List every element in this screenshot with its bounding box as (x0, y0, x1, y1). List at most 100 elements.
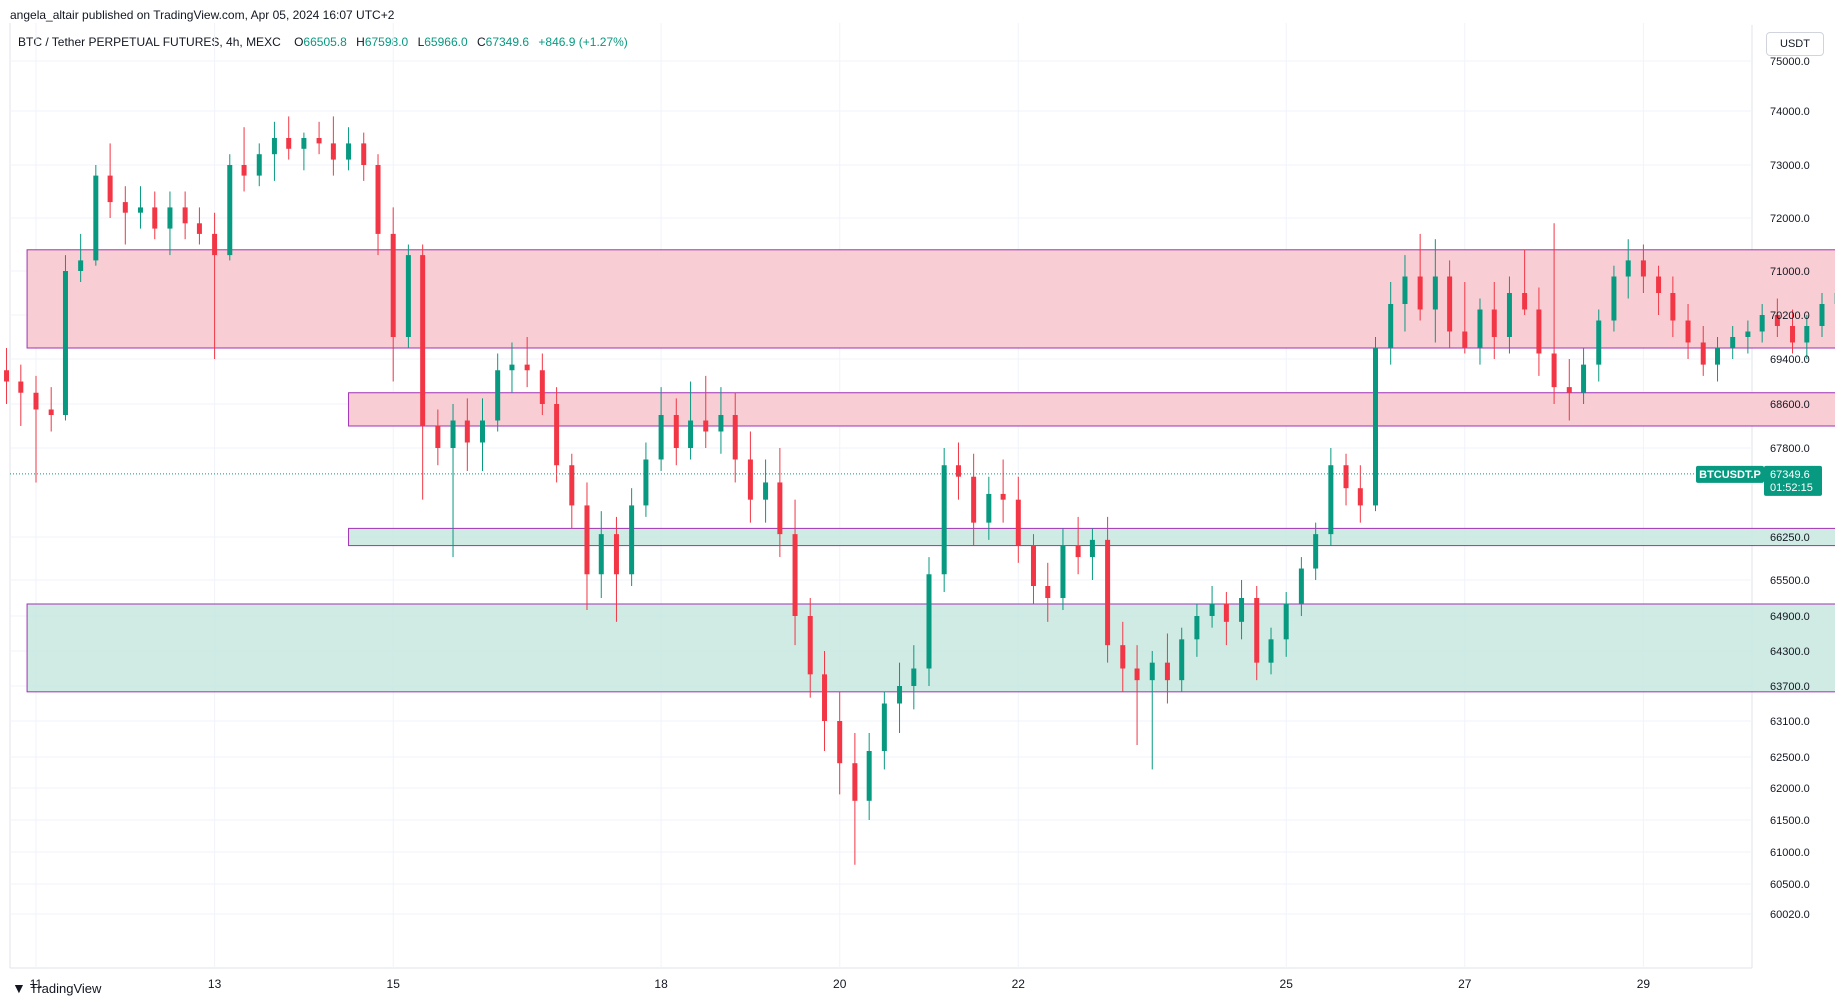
candle-body (1015, 499, 1021, 546)
candle-body (911, 668, 917, 686)
candle-body (792, 534, 798, 616)
x-tick-label: 22 (1012, 977, 1026, 991)
candle-body (1030, 545, 1036, 586)
publisher-caption: angela_altair published on TradingView.c… (10, 8, 395, 22)
candle-body (509, 364, 515, 371)
y-tick-label: 60020.0 (1770, 909, 1810, 921)
candle-body (629, 505, 635, 575)
legend-high: 67598.0 (364, 35, 409, 49)
candle-body (732, 415, 738, 460)
candle-body (1268, 639, 1274, 663)
candle-body (569, 465, 575, 506)
candle-body (1075, 545, 1081, 558)
candle (1223, 592, 1229, 646)
candle (569, 453, 575, 529)
candle-body (405, 255, 411, 337)
candle (1075, 516, 1081, 575)
candle-body (1819, 304, 1825, 326)
candle (881, 691, 887, 770)
candle (926, 557, 932, 686)
candle (1804, 315, 1810, 359)
candle (286, 116, 292, 160)
candle-body (1566, 387, 1572, 393)
chart-grid (9, 23, 1753, 969)
candle-body (941, 465, 947, 575)
candle-body (1105, 539, 1111, 646)
candle (1730, 326, 1736, 359)
candle-body (852, 763, 858, 801)
candle (330, 116, 336, 176)
candle (822, 651, 828, 751)
candle-body (212, 233, 218, 256)
candle-body (658, 415, 664, 460)
candle (658, 387, 664, 471)
candle-body (480, 420, 485, 443)
candle (539, 353, 545, 415)
candle (1120, 621, 1126, 692)
candle-body (673, 415, 679, 448)
candle (480, 398, 485, 471)
y-tick-label: 63100.0 (1770, 716, 1810, 728)
candle-body (241, 165, 247, 176)
candle (93, 165, 99, 266)
candle-body (1388, 304, 1394, 348)
candle (1790, 309, 1796, 354)
candle-body (1596, 320, 1602, 365)
candle-body (1179, 639, 1185, 681)
candle (1179, 627, 1185, 692)
legend-change: +846.9 (+1.27%) (538, 35, 628, 49)
candle-body (1745, 331, 1751, 337)
candle (1388, 282, 1394, 365)
candle-body (227, 165, 233, 256)
candle-body (137, 207, 143, 213)
candle (1745, 320, 1751, 354)
currency-button[interactable]: USDT (1766, 32, 1824, 56)
candle-body (613, 534, 619, 575)
candle (346, 127, 352, 171)
candle-body (450, 420, 456, 448)
candle-body (167, 207, 173, 229)
candle-body (1164, 662, 1170, 681)
axes-layer: 75000.0 74000.0 73000.0 72000.0 71000.0 70200… (30, 56, 1810, 991)
candle-body (1506, 293, 1512, 337)
last-price-label-bg (1764, 465, 1822, 496)
candle (1194, 604, 1200, 657)
x-tick-label: 18 (654, 977, 668, 991)
x-tick-label: 29 (1637, 977, 1651, 991)
candle (1625, 239, 1631, 299)
candle (256, 143, 262, 187)
candle (747, 431, 753, 523)
candle (1566, 359, 1572, 421)
candle-body (1254, 598, 1260, 663)
candle (1447, 260, 1453, 348)
candle (1000, 459, 1006, 523)
legend-high-label: H (356, 35, 365, 49)
tradingview-logo: ▼ TradingView (12, 980, 101, 996)
candle (1640, 244, 1646, 293)
candle (1581, 348, 1587, 404)
candle (241, 127, 247, 192)
candle (1045, 562, 1051, 622)
candle-body (301, 138, 307, 149)
candle (1402, 255, 1408, 332)
candle (1417, 233, 1423, 321)
candle-body (986, 493, 992, 523)
candle-body (866, 751, 872, 801)
candle (390, 207, 396, 382)
overlay-layer: BTCUSDT.P 67349.601:52:15 (10, 465, 1822, 496)
candle (1164, 633, 1170, 704)
y-tick-label: 65500.0 (1770, 575, 1810, 587)
candle-body (1060, 545, 1066, 598)
candle (554, 387, 560, 483)
candle (1254, 586, 1260, 681)
candle-body (1700, 342, 1706, 365)
candle-body (1715, 348, 1721, 365)
candle-body (1120, 645, 1126, 669)
candle-body (122, 202, 128, 213)
candle (301, 132, 307, 171)
x-tick-label: 15 (387, 977, 401, 991)
candle-body (271, 138, 277, 155)
candle (598, 511, 604, 598)
candle (1551, 223, 1557, 404)
